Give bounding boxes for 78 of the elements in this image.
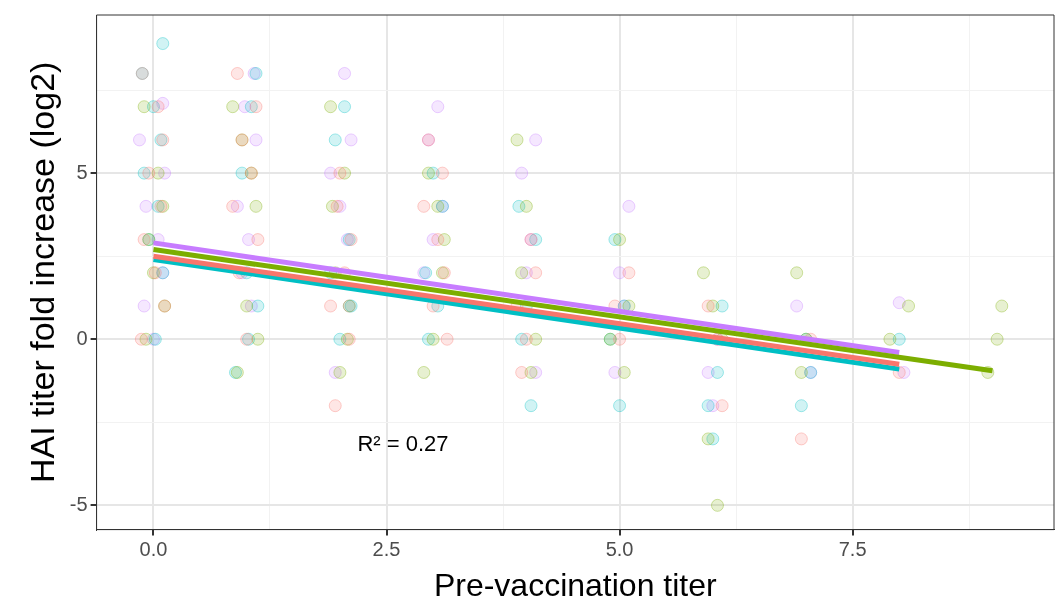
point <box>134 332 148 346</box>
point <box>613 332 627 346</box>
point <box>132 133 146 147</box>
point <box>338 66 352 80</box>
point <box>421 166 435 180</box>
annotation: R² = 0.27 <box>357 430 449 456</box>
y-tick-label: 0 <box>76 326 88 349</box>
point <box>701 299 715 313</box>
point <box>142 166 156 180</box>
point <box>995 299 1009 313</box>
point <box>431 100 445 114</box>
point <box>710 498 724 512</box>
y-axis-title: HAI titer fold increase (log2) <box>22 61 61 483</box>
point <box>249 133 263 147</box>
point <box>715 399 729 413</box>
point <box>519 199 533 213</box>
point <box>515 166 529 180</box>
point <box>324 100 338 114</box>
point <box>137 299 151 313</box>
point <box>617 365 631 379</box>
point <box>230 66 244 80</box>
point <box>510 133 524 147</box>
point <box>251 233 265 247</box>
point <box>137 233 151 247</box>
x-tick-label: 0.0 <box>139 538 168 561</box>
point <box>515 266 529 280</box>
point <box>524 399 538 413</box>
point <box>622 266 636 280</box>
point <box>710 365 724 379</box>
point <box>529 266 543 280</box>
x-axis-title: Pre-vaccination titer <box>433 566 718 603</box>
x-tick-label: 2.5 <box>372 538 401 561</box>
point <box>696 266 710 280</box>
point <box>240 299 254 313</box>
point <box>338 100 352 114</box>
point <box>156 37 170 51</box>
point <box>226 100 240 114</box>
point <box>333 166 347 180</box>
point <box>226 199 240 213</box>
point <box>151 100 165 114</box>
point <box>902 299 916 313</box>
point <box>515 365 529 379</box>
point <box>613 233 627 247</box>
x-tick-label: 5.0 <box>605 538 634 561</box>
point <box>790 299 804 313</box>
point <box>435 166 449 180</box>
point <box>794 365 808 379</box>
point <box>249 100 263 114</box>
point <box>529 133 543 147</box>
point <box>249 199 263 213</box>
point <box>440 332 454 346</box>
point <box>328 133 342 147</box>
point <box>622 199 636 213</box>
point <box>137 100 151 114</box>
point <box>790 266 804 280</box>
point <box>333 365 347 379</box>
point <box>519 332 533 346</box>
point <box>328 399 342 413</box>
point <box>431 199 445 213</box>
point <box>426 332 440 346</box>
point <box>251 299 265 313</box>
point <box>613 399 627 413</box>
point <box>417 199 431 213</box>
y-tick-label: -5 <box>69 492 88 515</box>
point <box>251 332 265 346</box>
point <box>701 399 715 413</box>
point <box>883 332 897 346</box>
x-tick-label: 7.5 <box>838 538 867 561</box>
point <box>324 299 338 313</box>
point <box>417 365 431 379</box>
point <box>990 332 1004 346</box>
y-tick-label: 5 <box>76 160 88 183</box>
point <box>139 199 153 213</box>
point <box>344 133 358 147</box>
point <box>794 399 808 413</box>
point <box>794 432 808 446</box>
point <box>431 233 445 247</box>
point <box>701 432 715 446</box>
